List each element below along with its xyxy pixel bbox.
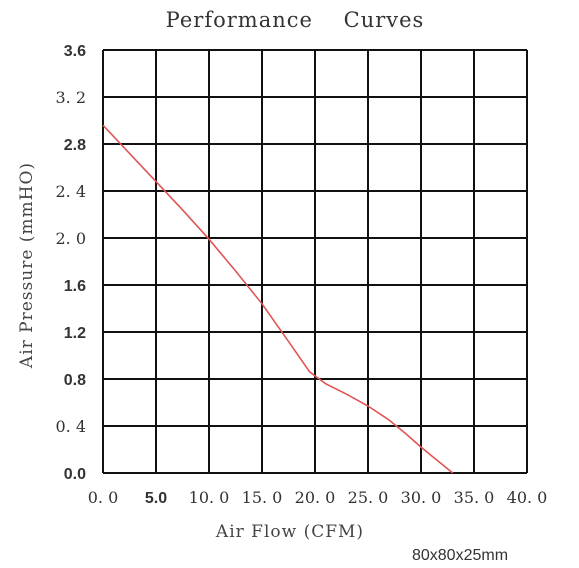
y-axis-label: Air Pressure (mmHO) [17, 162, 37, 369]
x-tick-label: 10. 0 [189, 488, 230, 507]
grid [102, 49, 528, 474]
fan-size-note: 80x80x25mm [412, 547, 508, 564]
y-tick-label: 3.6 [64, 43, 86, 60]
y-tick-label: 0. 4 [55, 417, 86, 436]
x-tick-label: 40. 0 [507, 488, 548, 507]
x-tick-label: 30. 0 [401, 488, 442, 507]
y-tick-label: 1.2 [64, 325, 86, 342]
x-tick-label: 35. 0 [454, 488, 495, 507]
y-tick-label: 0.0 [64, 466, 86, 483]
y-tick-label: 1.6 [64, 278, 86, 295]
x-tick-label: 25. 0 [348, 488, 389, 507]
x-tick-label: 15. 0 [242, 488, 283, 507]
x-tick-label: 20. 0 [295, 488, 336, 507]
series-layer [102, 124, 454, 474]
x-axis-label: Air Flow (CFM) [215, 522, 364, 542]
y-tick-label: 0.8 [64, 372, 86, 389]
x-tick-label: 0. 0 [88, 488, 119, 507]
y-tick-label: 2. 0 [55, 229, 86, 248]
y-tick-label: 2. 4 [55, 182, 86, 201]
x-tick-label: 5.0 [145, 490, 167, 507]
chart-title: Performance Curves [166, 8, 425, 32]
y-tick-label: 2.8 [64, 137, 86, 154]
y-tick-labels: 0.0 0. 4 0.8 1.2 1.6 2. 0 2. 4 2.8 3. 2 3.6 [55, 43, 86, 483]
y-tick-label: 3. 2 [55, 88, 86, 107]
x-tick-labels: 0. 0 5.0 10. 0 15. 0 20. 0 25. 0 30. 0 35. 0 40.… [88, 488, 548, 507]
series-line-pressure-curve [102, 124, 454, 474]
